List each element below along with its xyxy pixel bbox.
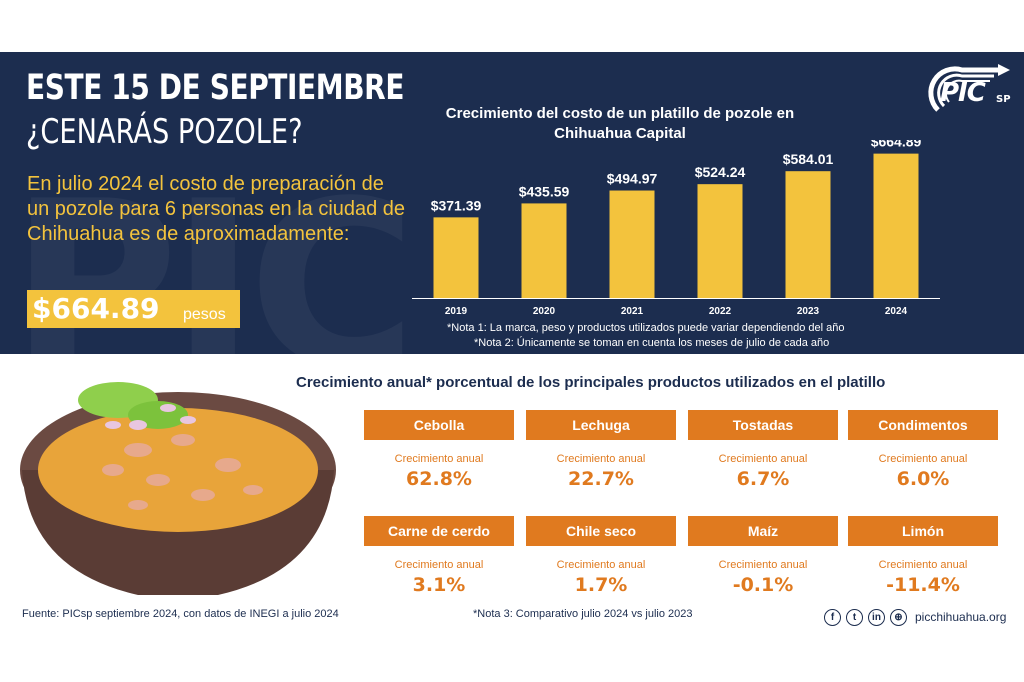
price-unit: pesos bbox=[183, 306, 226, 323]
product-name: Carne de cerdo bbox=[364, 516, 514, 546]
note-3: *Nota 3: Comparativo julio 2024 vs julio… bbox=[473, 608, 693, 620]
growth-label: Crecimiento anual bbox=[394, 559, 484, 571]
growth-value: -0.1% bbox=[732, 574, 794, 596]
product-name: Maíz bbox=[688, 516, 838, 546]
cost-bar-chart: $371.39 2019 $435.59 2020 $494.97 2021 $524.24… bbox=[412, 140, 940, 317]
pic-logo: PIC SP bbox=[918, 62, 1014, 118]
twitter-icon[interactable]: t bbox=[846, 608, 863, 626]
product-card: Lechuga Crecimiento anual 22.7% bbox=[526, 410, 676, 490]
product-name: Cebolla bbox=[364, 410, 514, 440]
logo-text: PIC bbox=[940, 78, 986, 108]
product-name: Condimentos bbox=[848, 410, 998, 440]
growth-value: 22.7% bbox=[568, 468, 634, 490]
growth-value: 3.1% bbox=[412, 574, 466, 596]
growth-value: 6.0% bbox=[896, 468, 950, 490]
source-text: Fuente: PICsp septiembre 2024, con datos… bbox=[22, 608, 339, 620]
product-name: Tostadas bbox=[688, 410, 838, 440]
price-highlight: $664.89 pesos bbox=[27, 290, 240, 328]
social-links: f t in ⊕ picchihuahua.org bbox=[824, 606, 1006, 628]
growth-label: Crecimiento anual bbox=[556, 453, 646, 465]
data-label: $371.39 bbox=[431, 197, 482, 213]
growth-value: -11.4% bbox=[886, 574, 960, 596]
bar-2021 bbox=[609, 190, 655, 298]
product-card: Tostadas Crecimiento anual 6.7% bbox=[688, 410, 838, 490]
bar-2019 bbox=[433, 217, 479, 298]
chart-title: Crecimiento del costo de un platillo de … bbox=[445, 105, 795, 142]
linkedin-icon[interactable]: in bbox=[868, 608, 885, 626]
chart-note-2: *Nota 2: Únicamente se toman en cuenta l… bbox=[474, 337, 830, 349]
globe-icon[interactable]: ⊕ bbox=[890, 608, 907, 626]
growth-label: Crecimiento anual bbox=[718, 453, 808, 465]
growth-value: 62.8% bbox=[406, 468, 472, 490]
growth-label: Crecimiento anual bbox=[878, 559, 968, 571]
product-name: Chile seco bbox=[526, 516, 676, 546]
chart-note-1: *Nota 1: La marca, peso y productos util… bbox=[447, 322, 845, 334]
data-label: $584.01 bbox=[783, 151, 834, 167]
x-tick-label: 2023 bbox=[797, 306, 820, 317]
bar-2024 bbox=[873, 153, 919, 298]
product-card: Carne de cerdo Crecimiento anual 3.1% bbox=[364, 516, 514, 596]
x-tick-label: 2021 bbox=[621, 306, 644, 317]
data-label: $524.24 bbox=[695, 164, 746, 180]
pozole-bowl-illustration bbox=[20, 382, 336, 595]
growth-value: 6.7% bbox=[736, 468, 790, 490]
bar-2020 bbox=[521, 203, 567, 298]
data-label: $664.89 bbox=[871, 140, 922, 150]
growth-label: Crecimiento anual bbox=[718, 559, 808, 571]
x-tick-label: 2024 bbox=[885, 306, 908, 317]
logo-swoosh-icon bbox=[928, 64, 1010, 112]
product-card: Condimentos Crecimiento anual 6.0% bbox=[848, 410, 998, 490]
product-name: Lechuga bbox=[526, 410, 676, 440]
product-card: Chile seco Crecimiento anual 1.7% bbox=[526, 516, 676, 596]
headline: ESTE 15 DE SEPTIEMBRE bbox=[26, 68, 405, 108]
facebook-icon[interactable]: f bbox=[824, 608, 841, 626]
data-label: $494.97 bbox=[607, 171, 658, 187]
logo-suffix: SP bbox=[996, 94, 1011, 105]
subheadline: ¿CENARÁS POZOLE? bbox=[26, 112, 303, 152]
bar-2023 bbox=[785, 171, 831, 298]
price-value: $664.89 bbox=[32, 292, 160, 325]
product-name: Limón bbox=[848, 516, 998, 546]
website-link[interactable]: picchihuahua.org bbox=[915, 610, 1007, 624]
growth-value: 1.7% bbox=[574, 574, 628, 596]
x-tick-label: 2020 bbox=[533, 306, 556, 317]
product-card: Cebolla Crecimiento anual 62.8% bbox=[364, 410, 514, 490]
products-title: Crecimiento anual* porcentual de los pri… bbox=[296, 374, 886, 391]
product-card: Limón Crecimiento anual -11.4% bbox=[848, 516, 998, 596]
x-tick-label: 2022 bbox=[709, 306, 732, 317]
growth-label: Crecimiento anual bbox=[878, 453, 968, 465]
growth-label: Crecimiento anual bbox=[556, 559, 646, 571]
x-tick-label: 2019 bbox=[445, 306, 468, 317]
intro-text: En julio 2024 el costo de preparación de… bbox=[27, 173, 406, 245]
growth-label: Crecimiento anual bbox=[394, 453, 484, 465]
product-card: Maíz Crecimiento anual -0.1% bbox=[688, 516, 838, 596]
data-label: $435.59 bbox=[519, 183, 570, 199]
bar-2022 bbox=[697, 184, 743, 298]
